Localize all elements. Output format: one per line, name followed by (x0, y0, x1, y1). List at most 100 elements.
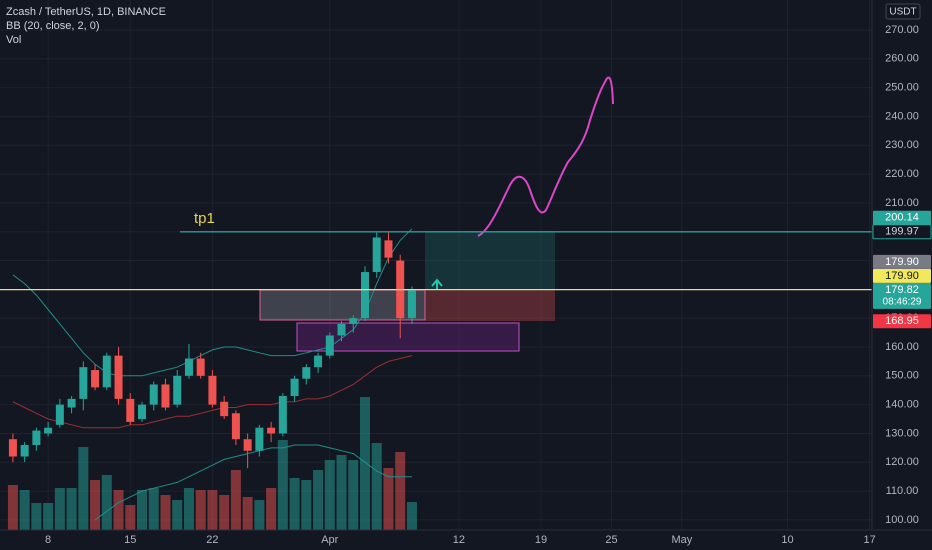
volume-bar (301, 480, 312, 530)
x-tick-label: 12 (453, 534, 465, 546)
candle-body (349, 318, 358, 324)
candle-body (161, 384, 170, 408)
candle-body (114, 355, 123, 399)
candle-body (337, 323, 346, 336)
volume-bar (406, 502, 417, 530)
candle-body (325, 335, 334, 356)
volume-bar (383, 468, 394, 530)
candle-body (384, 240, 393, 258)
plot: tp1 (0, 210, 872, 521)
volume-bar (266, 488, 277, 530)
entry-arrow (431, 278, 443, 290)
volume-bar (19, 490, 30, 530)
chart-title: Zcash / TetherUS, 1D, BINANCE (6, 6, 166, 18)
y-tick-label: 130.00 (885, 427, 919, 439)
candle-body (55, 404, 64, 425)
y-tick-label: 160.00 (885, 341, 919, 353)
level-label: tp1 (194, 210, 215, 227)
volume-bar (78, 447, 89, 530)
candle-body (208, 375, 217, 405)
price-label: 179.90 (885, 256, 919, 268)
x-tick-label: 10 (781, 534, 793, 546)
volume-bar (242, 497, 253, 530)
currency[interactable]: USDT (889, 7, 916, 18)
price-label-bg (873, 268, 931, 283)
volume-bar (195, 490, 206, 530)
candle-body (407, 289, 416, 319)
price-label: 179.82 (885, 284, 919, 296)
volume-bar (31, 503, 42, 530)
price-label-bg (873, 314, 931, 329)
volume-bar (90, 480, 101, 530)
volume-bar (336, 455, 347, 530)
candle-body (302, 367, 311, 379)
candle-body (196, 358, 205, 376)
volume-bar (254, 500, 265, 530)
projection-path (477, 76, 614, 237)
volume-bar (54, 488, 65, 530)
bb-lower (94, 444, 412, 521)
volume-bar (230, 470, 241, 530)
candle-body (220, 401, 229, 417)
candle-body (360, 272, 369, 319)
candle-body (102, 355, 111, 388)
volume-bar (207, 490, 218, 530)
candle-body (8, 439, 17, 457)
price-label-bg (873, 282, 931, 309)
x-tick-label: 19 (535, 534, 547, 546)
bb-basis (12, 355, 413, 429)
volume-bar (395, 452, 406, 530)
candle-body (149, 384, 158, 405)
y-tick-label: 150.00 (885, 370, 919, 382)
price-label: 200.14 (885, 212, 919, 224)
candle-body (79, 367, 88, 399)
y-tick-label: 240.00 (885, 110, 919, 122)
candle-body (173, 375, 182, 405)
volume-bar (324, 460, 335, 530)
candle-body (20, 444, 29, 457)
candle-body (91, 370, 100, 388)
y-tick-label: 100.00 (885, 514, 919, 526)
candle-body (255, 427, 264, 451)
x-tick-label: 15 (124, 534, 136, 546)
volume-bar (160, 495, 171, 530)
volume-bar (43, 503, 54, 530)
volume-bar (183, 488, 194, 530)
candle-body (314, 355, 323, 368)
candle-body (231, 413, 240, 440)
volume-bar (137, 490, 148, 530)
x-tick-label: 25 (605, 534, 617, 546)
candle-body (290, 378, 299, 396)
volume-bar (172, 500, 183, 530)
x-tick-label: 22 (206, 534, 218, 546)
candle-body (138, 404, 147, 420)
currency-box[interactable] (885, 3, 921, 20)
candle-body (67, 398, 76, 408)
volume-bar (289, 478, 300, 530)
y-tick-label: 210.00 (885, 197, 919, 209)
indicator-label: BB (20, close, 2, 0) (6, 20, 100, 32)
price-label: 199.97 (885, 226, 919, 238)
purple-zone (296, 322, 520, 352)
price-label-bg (873, 254, 931, 269)
y-tick-label: 230.00 (885, 139, 919, 151)
volume-bar (113, 490, 124, 530)
candle-body (184, 358, 193, 376)
volume-layer (7, 397, 417, 530)
price-label: 179.90 (885, 270, 919, 282)
volume-bar (7, 485, 18, 530)
candle-body (372, 237, 381, 273)
y-tick-label: 250.00 (885, 82, 919, 94)
volume-bar (66, 488, 77, 530)
y-tick-label: 260.00 (885, 53, 919, 65)
candle-body (278, 395, 287, 434)
volume-bar (277, 440, 288, 530)
volume-bar (125, 505, 136, 530)
x-tick-label: 8 (45, 534, 51, 546)
volume-bar (359, 397, 370, 530)
y-tick-label: 120.00 (885, 456, 919, 468)
y-tick-label: 270.00 (885, 24, 919, 36)
indicator-label: Vol (6, 34, 21, 46)
